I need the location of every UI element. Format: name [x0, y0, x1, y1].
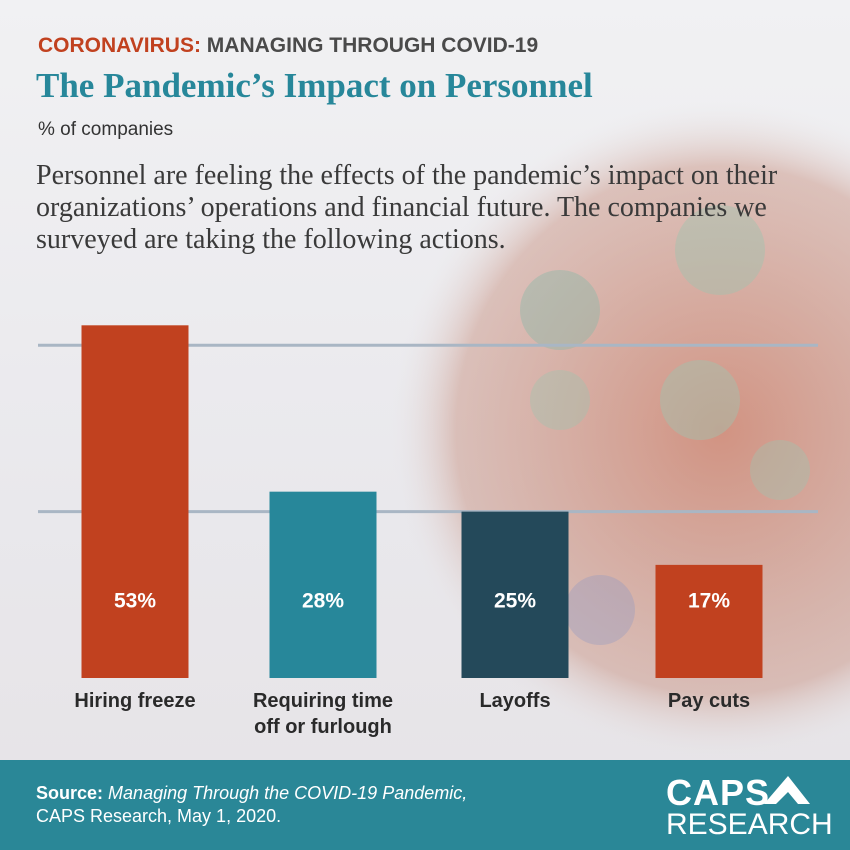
kicker: CORONAVIRUS: MANAGING THROUGH COVID-19 — [38, 34, 538, 58]
subtitle: % of companies — [38, 119, 174, 140]
kicker-red: CORONAVIRUS: — [38, 34, 201, 57]
category-label: Pay cuts — [667, 690, 751, 712]
logo-top: CAPS — [666, 772, 771, 813]
category-label: Layoffs — [479, 690, 551, 712]
bar — [81, 325, 189, 678]
bar — [269, 491, 377, 678]
bar — [461, 511, 569, 678]
category-label: Requiring time off or furlough — [252, 690, 393, 738]
source-label: Source: — [36, 783, 104, 803]
category-label: Hiring freeze — [74, 690, 196, 712]
source-title: Managing Through the COVID-19 Pandemic, — [108, 783, 468, 803]
kicker-rest: MANAGING THROUGH COVID-19 — [206, 34, 539, 57]
description: Personnel are feeling the effects of the… — [36, 160, 778, 255]
value-label: 28% — [302, 590, 344, 613]
value-label: 17% — [688, 590, 730, 613]
chart: 53% 28% 25% 17% — [38, 325, 818, 678]
source-rest: CAPS Research, May 1, 2020. — [36, 806, 282, 826]
footer-band — [0, 760, 850, 850]
title: The Pandemic’s Impact on Personnel — [36, 66, 593, 105]
logo-mountain — [764, 776, 810, 804]
value-label: 25% — [494, 590, 536, 613]
bar — [655, 564, 763, 678]
value-label: 53% — [114, 590, 156, 613]
logo-bottom: RESEARCH — [666, 808, 833, 841]
source: Source: Managing Through the COVID-19 Pa… — [36, 782, 467, 828]
